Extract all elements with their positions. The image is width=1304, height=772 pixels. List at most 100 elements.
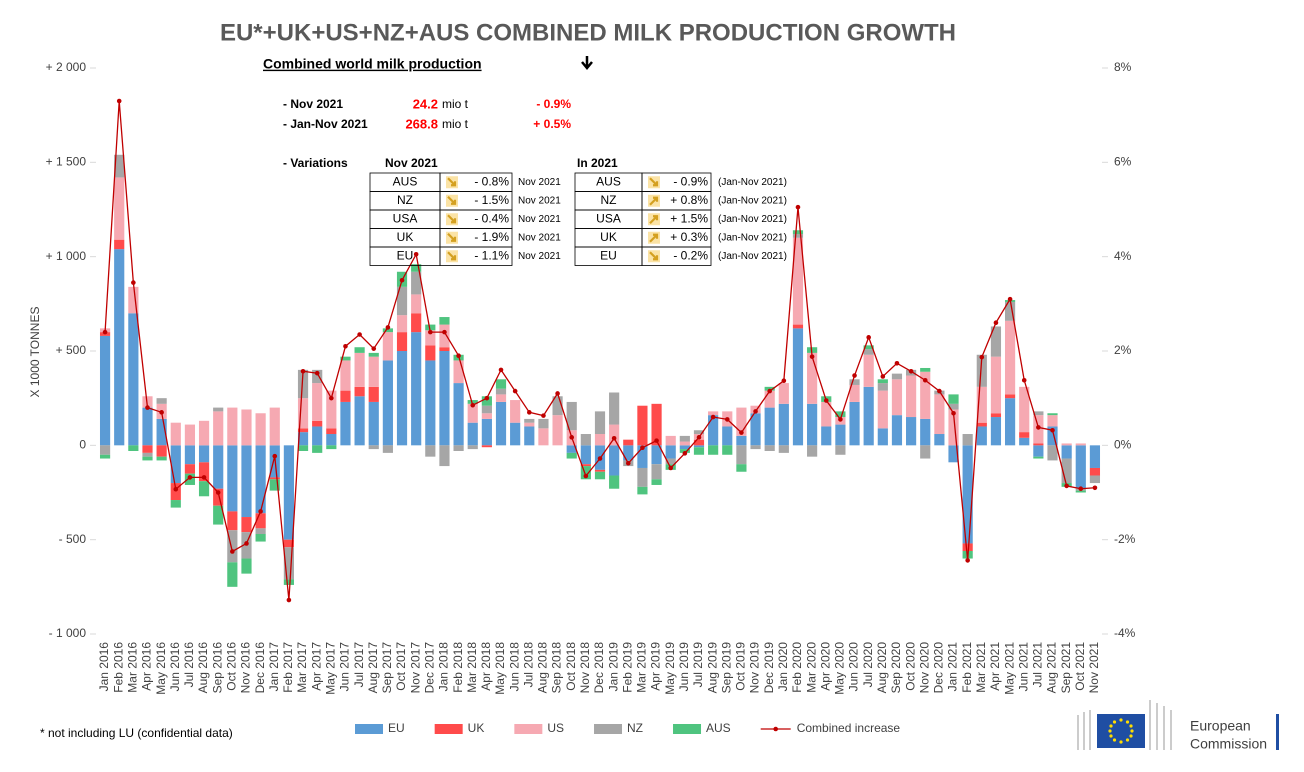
icon-arrow bbox=[649, 215, 659, 225]
bar-segment bbox=[609, 392, 620, 425]
bar-segment bbox=[792, 237, 804, 325]
bar-segment bbox=[722, 445, 733, 455]
table-change: + 1.5% bbox=[670, 211, 708, 225]
line-point bbox=[993, 320, 999, 326]
line-point bbox=[1021, 377, 1027, 383]
table-period: (Jan-Nov 2021) bbox=[718, 195, 787, 206]
y2-tick-label: 8% bbox=[1114, 60, 1132, 74]
line-point bbox=[838, 417, 843, 422]
x-tick-label: Sep 2016 bbox=[210, 642, 224, 694]
bar-segment bbox=[1075, 490, 1086, 493]
bar-segment bbox=[807, 403, 818, 446]
bar-segment bbox=[495, 394, 507, 402]
y2-tick-label: -4% bbox=[1114, 626, 1136, 640]
x-tick-label: Oct 2020 bbox=[903, 642, 917, 691]
y2-tick-label: -2% bbox=[1114, 532, 1136, 546]
x-tick-label: May 2018 bbox=[493, 642, 507, 695]
line-point bbox=[230, 549, 235, 554]
bar-segment bbox=[863, 386, 874, 446]
trend-icon bbox=[446, 213, 458, 226]
icon-arrow bbox=[649, 196, 659, 206]
table-period: Nov 2021 bbox=[518, 251, 561, 262]
bar-segment bbox=[156, 398, 167, 404]
y2-tick-label: 2% bbox=[1114, 343, 1132, 357]
table-country: EU bbox=[600, 248, 617, 262]
legend-swatch bbox=[355, 724, 383, 734]
x-tick-label: Apr 2020 bbox=[818, 642, 832, 691]
bar-segment bbox=[382, 360, 393, 446]
bar-segment bbox=[552, 396, 563, 416]
bar-segment bbox=[368, 356, 379, 387]
bar-segment bbox=[227, 562, 238, 587]
line-point bbox=[668, 465, 674, 471]
line-point bbox=[116, 98, 122, 104]
bar-segment bbox=[849, 401, 860, 446]
bar-segment bbox=[142, 456, 153, 461]
line-point bbox=[272, 453, 278, 459]
bar-segment bbox=[637, 486, 648, 495]
bar-segment bbox=[736, 407, 747, 436]
arrow-icon bbox=[581, 56, 593, 70]
logo-text: European bbox=[1190, 718, 1251, 734]
bar-segment bbox=[396, 315, 408, 333]
x-tick-label: Jan 2020 bbox=[776, 642, 790, 692]
bar-segment bbox=[1061, 445, 1072, 459]
table-country: UK bbox=[600, 230, 617, 244]
bar-segment bbox=[906, 375, 917, 418]
bar-segment bbox=[326, 428, 337, 435]
bar-segment bbox=[651, 464, 662, 480]
bar-segment bbox=[580, 445, 591, 465]
table-period: Nov 2021 bbox=[518, 214, 561, 225]
icon-arrow bbox=[447, 232, 457, 242]
x-tick-label: Jul 2016 bbox=[182, 642, 196, 688]
bar-segment bbox=[580, 434, 591, 446]
x-tick-label: Dec 2017 bbox=[422, 642, 436, 694]
line-point bbox=[173, 486, 179, 492]
x-tick-label: Feb 2020 bbox=[790, 642, 804, 693]
line-point bbox=[753, 409, 758, 414]
y-axis-label: X 1000 TONNES bbox=[28, 307, 42, 398]
bar-segment bbox=[934, 394, 945, 435]
bar-segment bbox=[297, 445, 309, 451]
summary-title: Combined world milk production bbox=[263, 56, 482, 72]
bar-segment bbox=[411, 313, 422, 333]
bar-segment bbox=[948, 403, 959, 410]
bar-segment bbox=[170, 483, 181, 501]
line-point bbox=[329, 395, 334, 401]
bar-segment bbox=[354, 347, 365, 353]
bar-segment bbox=[283, 547, 294, 580]
legend-swatch bbox=[434, 724, 463, 734]
x-tick-label: May 2016 bbox=[154, 642, 168, 695]
bar-segment bbox=[439, 445, 450, 467]
legend-swatch bbox=[514, 724, 543, 734]
table-country: USA bbox=[393, 211, 418, 225]
bar-segment bbox=[495, 401, 507, 446]
x-tick-label: Nov 2021 bbox=[1087, 642, 1101, 694]
bar-segment bbox=[99, 454, 111, 459]
x-tick-label: Mar 2020 bbox=[804, 642, 818, 693]
table-country: NZ bbox=[601, 193, 617, 207]
x-tick-label: Oct 2019 bbox=[734, 642, 748, 691]
table-period: (Jan-Nov 2021) bbox=[718, 177, 787, 188]
bar-segment bbox=[396, 286, 408, 316]
x-tick-label: Feb 2019 bbox=[620, 642, 634, 693]
x-tick-label: Oct 2018 bbox=[564, 642, 578, 691]
x-tick-label: May 2019 bbox=[663, 642, 677, 695]
x-tick-label: Jul 2021 bbox=[1031, 642, 1045, 688]
line-point bbox=[767, 388, 772, 394]
bar-segment bbox=[241, 409, 252, 446]
bar-segment bbox=[708, 415, 719, 446]
bar-segment bbox=[340, 360, 351, 391]
bar-segment bbox=[411, 264, 422, 272]
bar-segment bbox=[354, 352, 365, 387]
bar-segment bbox=[198, 420, 210, 446]
bar-segment bbox=[453, 445, 464, 451]
bar-segment bbox=[382, 332, 393, 361]
x-tick-label: Feb 2017 bbox=[281, 642, 295, 693]
bar-segment bbox=[114, 154, 125, 178]
bar-segment bbox=[255, 528, 266, 535]
bar-segment bbox=[609, 424, 620, 446]
bar-segment bbox=[1004, 398, 1016, 446]
bar-segment bbox=[269, 407, 280, 446]
y-tick-label: - 1 000 bbox=[49, 626, 87, 640]
